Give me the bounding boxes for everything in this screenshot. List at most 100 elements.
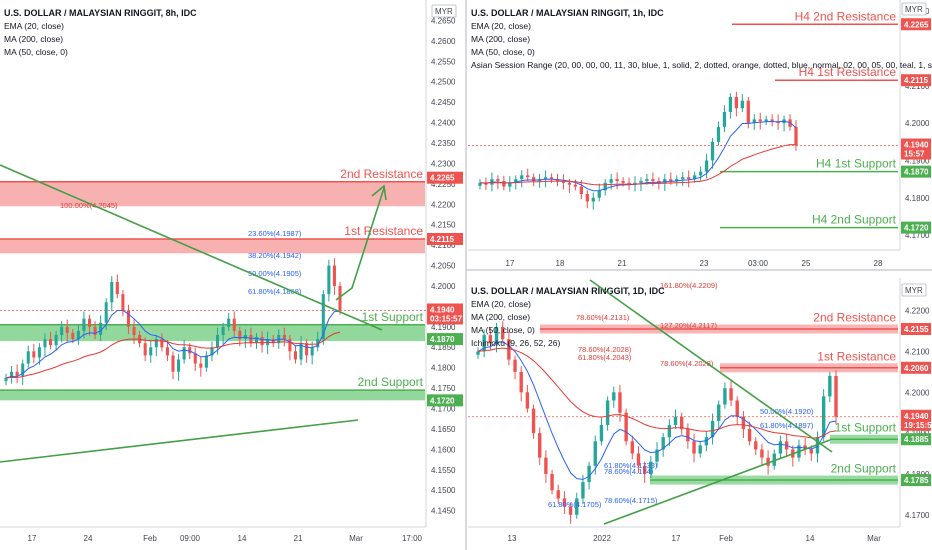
candle-body <box>531 408 536 434</box>
candles <box>4 258 342 386</box>
zone-price-tag <box>901 323 931 336</box>
candle-body <box>260 337 264 346</box>
candle-body <box>494 326 499 344</box>
candle-body <box>729 388 733 401</box>
candle-body <box>639 180 643 183</box>
indicator-label: Asian Session Range (20, 00, 00, 00, 11,… <box>471 60 932 70</box>
candle-body <box>321 294 325 340</box>
zone-price-tag <box>427 333 463 346</box>
indicator-label: EMA (20, close) <box>471 21 531 31</box>
zone-price-tag <box>427 171 463 184</box>
last-price-tag <box>427 303 463 325</box>
candle-body <box>567 182 572 185</box>
candle-body <box>188 347 192 354</box>
candle-body <box>723 388 727 405</box>
zone-price-text: 4.2115 <box>904 76 929 85</box>
indicator-label: MA (200, close) <box>4 34 63 44</box>
currency-label: MYR <box>905 5 923 14</box>
candle-body <box>508 182 512 187</box>
price-tick-label: 4.2000 <box>905 119 930 128</box>
candle-body <box>54 334 58 346</box>
zone-price-text: 4.2115 <box>430 235 455 244</box>
candles <box>478 91 798 210</box>
time-tick-label: 21 <box>618 259 627 268</box>
candle-body <box>500 326 505 340</box>
zone-price-tag <box>901 474 931 487</box>
candle-body <box>60 326 64 335</box>
candle-body <box>704 160 709 172</box>
projection-arrow-head <box>371 184 387 201</box>
candle-body <box>478 182 482 186</box>
candle-body <box>734 97 739 109</box>
candle-body <box>828 375 832 397</box>
candle-body <box>210 347 214 356</box>
zone-price-text: 4.1870 <box>904 168 929 177</box>
candle-body <box>692 441 696 454</box>
ma200-line <box>479 144 797 186</box>
candle-body <box>305 343 309 356</box>
candle-body <box>716 126 721 142</box>
price-tick-label: 4.1650 <box>431 425 456 434</box>
fib-label: 161.80%(4.2209) <box>660 281 718 290</box>
fib-label: 50.00%(4.1920) <box>760 407 814 416</box>
zone-price-tag <box>427 232 463 245</box>
candle-body <box>562 498 567 507</box>
candle-body <box>216 334 220 348</box>
candle-body <box>338 285 342 311</box>
candle-body <box>4 377 8 382</box>
candle-body <box>143 343 147 356</box>
candle-body <box>778 441 783 454</box>
panel-1d: 4.22004.21004.20004.19004.18004.1700MYR1… <box>468 278 932 543</box>
zone-price-text: 4.2155 <box>904 325 929 334</box>
candle-body <box>550 473 554 491</box>
candle-body <box>171 355 175 372</box>
candle-body <box>76 330 80 340</box>
time-tick-label: 13 <box>508 534 517 543</box>
fib-label: 23.60%(4.1987) <box>248 229 302 238</box>
candle-body <box>717 404 721 421</box>
candle-body <box>327 265 331 295</box>
price-tick-label: 4.1700 <box>905 511 930 520</box>
fib-label: 61.80%(4.2043) <box>578 353 632 362</box>
price-tick-label: 4.1800 <box>905 194 930 203</box>
candle-body <box>636 453 641 466</box>
fib-label: 127.20%(4.2117) <box>660 321 717 330</box>
candle-body <box>132 326 136 335</box>
time-tick-label: Mar <box>867 534 881 543</box>
fib-label: 61.80%(4.1705) <box>548 500 602 509</box>
ma200-line <box>5 331 341 379</box>
zone-label-3: H4 2nd Support <box>812 213 897 227</box>
zone-price-text: 4.1720 <box>904 224 929 233</box>
candle-body <box>568 506 573 515</box>
zone-price-text: 4.1785 <box>904 476 929 485</box>
candle-body <box>728 97 733 112</box>
zone-price-text: 4.2265 <box>430 174 455 183</box>
candle-body <box>177 359 181 372</box>
candle-body <box>82 318 86 331</box>
price-tick-label: 4.2200 <box>431 200 456 209</box>
candle-body <box>758 119 762 122</box>
candle-body <box>15 371 19 376</box>
candle-body <box>612 392 616 401</box>
candle-body <box>760 449 764 458</box>
candle-body <box>10 371 14 378</box>
candle-body <box>526 175 530 178</box>
candle-body <box>752 119 756 124</box>
price-tick-label: 4.1450 <box>431 507 456 516</box>
candle-body <box>770 119 774 122</box>
candle-body <box>575 498 579 515</box>
candle-body <box>766 457 770 466</box>
price-tick-label: 4.1750 <box>431 384 456 393</box>
ema-line <box>477 341 837 480</box>
candle-body <box>698 445 702 454</box>
zone-price-text: 4.1885 <box>904 435 929 444</box>
candle-body <box>238 330 242 340</box>
zone-label-1: 1st Resistance <box>817 349 896 363</box>
last-price-value: 4.1940 <box>430 305 455 314</box>
candle-body <box>591 197 595 202</box>
fib-label: 78.60%(4.1715) <box>604 496 658 505</box>
price-tick-label: 4.1850 <box>431 343 456 352</box>
panel-title: U.S. DOLLAR / MALAYSIAN RINGGIT, 8h, IDC <box>4 8 197 18</box>
candle-body <box>679 416 684 430</box>
candle-body <box>249 334 253 344</box>
